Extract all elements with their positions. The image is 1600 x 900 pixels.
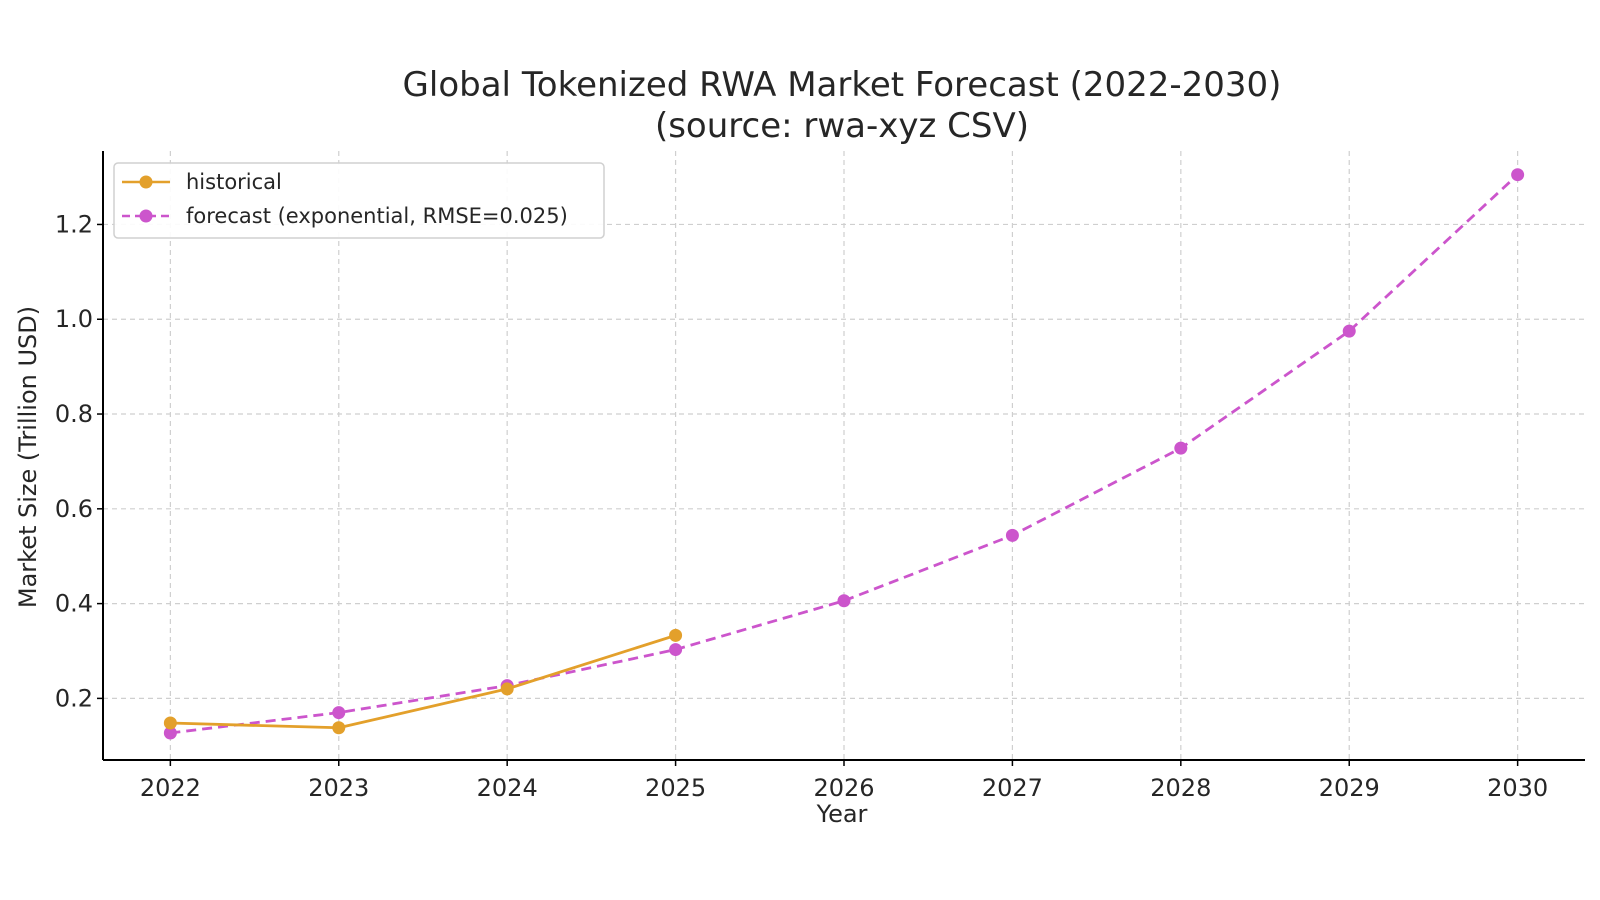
forecast-point-2022: [163, 726, 177, 740]
grid: [103, 151, 1585, 760]
forecast-point-2028: [1174, 441, 1188, 455]
x-tick-label: 2025: [645, 774, 706, 802]
x-tick-label: 2029: [1319, 774, 1380, 802]
x-tick-label: 2022: [140, 774, 201, 802]
x-tick-label: 2026: [813, 774, 874, 802]
axes: [97, 151, 1585, 766]
forecast-series-line: [170, 173, 1519, 735]
forecast-point-2025: [669, 643, 683, 657]
x-axis-label: Year: [816, 800, 868, 828]
y-axis-label: Market Size (Trillion USD): [14, 306, 42, 608]
legend-box: [113, 162, 605, 239]
x-tick-label: 2023: [308, 774, 369, 802]
historical-point-2023: [332, 721, 346, 735]
forecast-point-2027: [1005, 528, 1019, 542]
tick-labels: 2022 2023 2024 2025 2026 2027 2028 2029 2030 0.2 0…: [55, 210, 1548, 802]
forecast-point-2030: [1511, 168, 1525, 182]
legend-forecast-label: forecast (exponential, RMSE=0.025): [186, 204, 568, 228]
historical-point-2025: [669, 628, 683, 642]
y-tick-label: 0.4: [55, 590, 93, 618]
legend-forecast-marker: [139, 209, 153, 223]
historical-point-2024: [500, 682, 514, 696]
chart-title: Global Tokenized RWA Market Forecast (20…: [403, 65, 1282, 105]
y-tick-label: 0.6: [55, 495, 93, 523]
historical-point-2022: [163, 716, 177, 730]
x-tick-label: 2030: [1487, 774, 1548, 802]
y-tick-label: 0.2: [55, 684, 93, 712]
y-tick-label: 1.0: [55, 305, 93, 333]
legend-historical-label: historical: [186, 170, 282, 194]
x-tick-label: 2027: [982, 774, 1043, 802]
forecast-point-2029: [1342, 324, 1356, 338]
series: [163, 168, 1525, 740]
legend: historical forecast (exponential, RMSE=0…: [113, 162, 605, 239]
forecast-point-2026: [837, 594, 851, 608]
x-tick-label: 2028: [1150, 774, 1211, 802]
chart-subtitle: (source: rwa-xyz CSV): [655, 106, 1029, 146]
historical-series-line: [170, 634, 677, 730]
y-tick-label: 1.2: [55, 210, 93, 238]
forecast-point-2023: [332, 706, 346, 720]
y-tick-label: 0.8: [55, 400, 93, 428]
x-tick-label: 2024: [477, 774, 538, 802]
legend-historical-marker: [139, 175, 153, 189]
